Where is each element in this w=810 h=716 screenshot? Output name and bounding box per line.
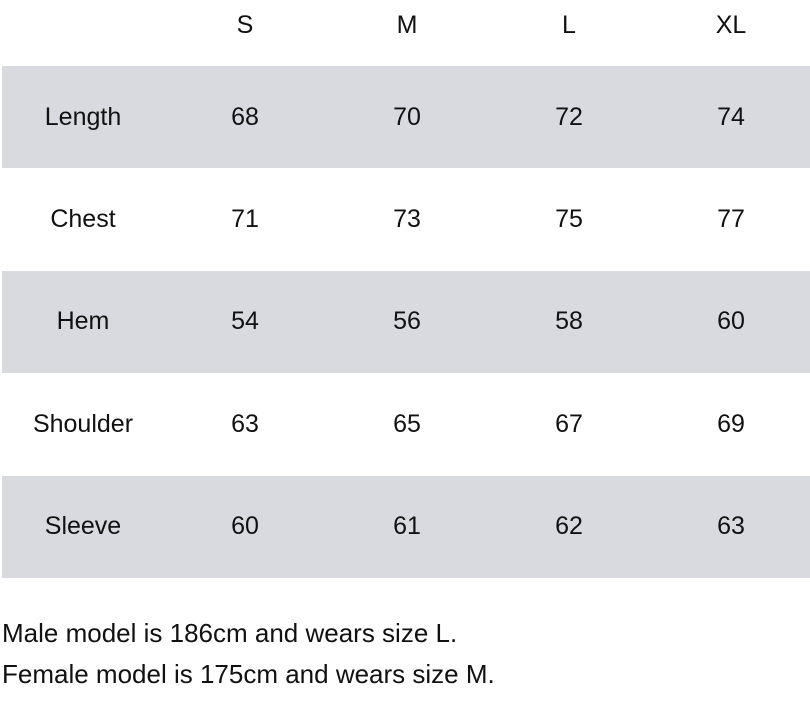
- table-cell: 72: [555, 102, 583, 131]
- row-label: Shoulder: [32, 409, 134, 438]
- row-label: Sleeve: [44, 512, 122, 541]
- table-cell: 71: [231, 205, 259, 234]
- header-cell-empty: [2, 0, 164, 66]
- size-chart-table: S M L XL Length 68 70 72 74 Chest 71 73 75 77 Hem 5…: [2, 0, 810, 578]
- model-notes: Male model is 186cm and wears size L. Fe…: [2, 613, 810, 695]
- table-cell: 70: [393, 102, 421, 131]
- table-row: Chest 71 73 75 77: [2, 168, 810, 270]
- table-cell: 69: [717, 409, 745, 438]
- male-model-note: Male model is 186cm and wears size L.: [2, 617, 458, 648]
- table-cell: 62: [555, 512, 583, 541]
- row-label: Hem: [56, 307, 110, 336]
- table-cell: 63: [231, 409, 259, 438]
- table-row: Sleeve 60 61 62 63: [2, 475, 810, 578]
- table-row: Hem 54 56 58 60: [2, 270, 810, 374]
- female-model-note: Female model is 175cm and wears size M.: [2, 658, 495, 689]
- table-cell: 58: [555, 307, 583, 336]
- table-cell: 63: [717, 512, 745, 541]
- header-row: S M L XL: [2, 0, 810, 66]
- table-cell: 60: [717, 307, 745, 336]
- table-cell: 68: [231, 102, 259, 131]
- table-cell: 74: [717, 102, 745, 131]
- table-cell: 75: [555, 205, 583, 234]
- table-cell: 61: [393, 512, 421, 541]
- table-row: Shoulder 63 65 67 69: [2, 373, 810, 475]
- table-row: Length 68 70 72 74: [2, 66, 810, 169]
- table-cell: 65: [393, 409, 421, 438]
- table-cell: 67: [555, 409, 583, 438]
- header-cell-s: S: [236, 11, 254, 39]
- row-label: Chest: [50, 205, 116, 234]
- header-cell-m: M: [396, 11, 418, 39]
- table-cell: 60: [231, 512, 259, 541]
- table-cell: 56: [393, 307, 421, 336]
- row-label: Length: [44, 102, 122, 131]
- header-cell-xl: XL: [715, 11, 747, 39]
- table-cell: 73: [393, 205, 421, 234]
- header-cell-l: L: [562, 11, 576, 39]
- table-cell: 54: [231, 307, 259, 336]
- table-cell: 77: [717, 205, 745, 234]
